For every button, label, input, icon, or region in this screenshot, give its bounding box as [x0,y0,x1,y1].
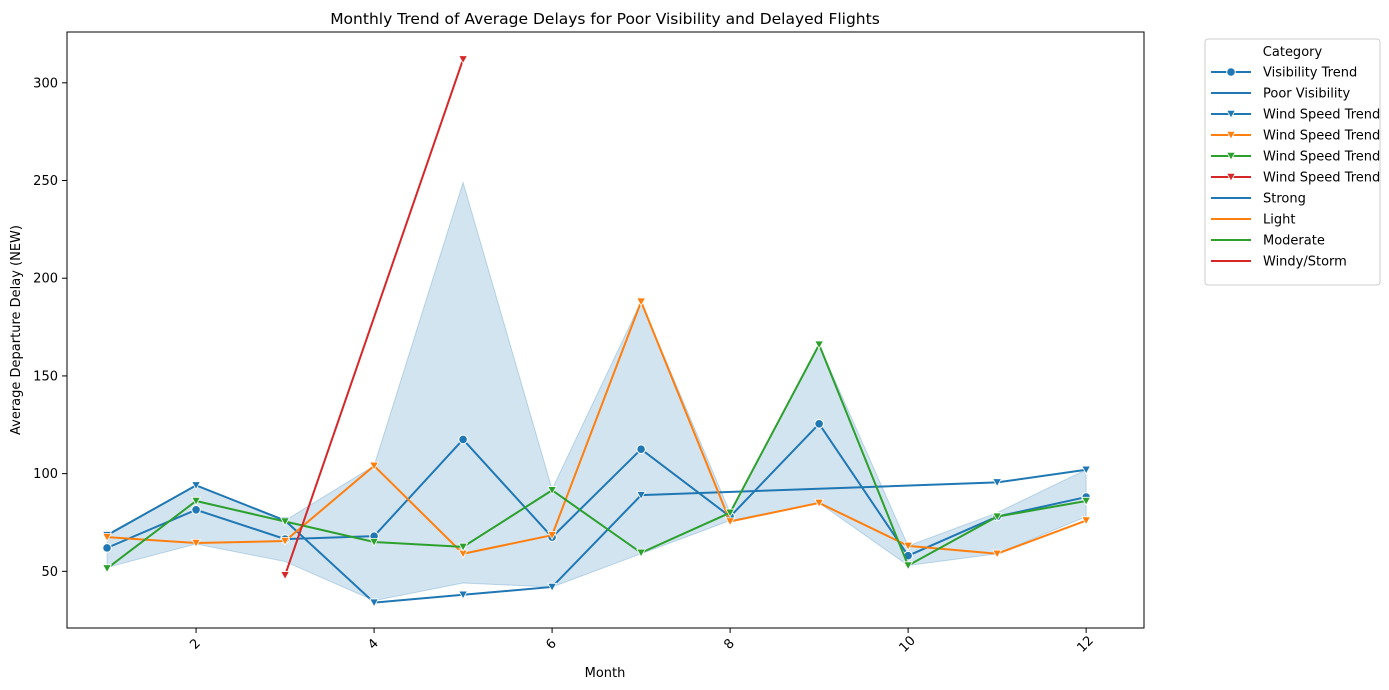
data-point [1081,496,1092,506]
series-2 [102,297,1092,559]
data-point [102,564,113,574]
y-tick-label: 150 [33,369,58,384]
legend-entry: Poor Visibility [1211,87,1351,102]
legend-label: Moderate [1263,234,1325,249]
data-point [1081,465,1092,475]
legend-label: Visibility Trend [1263,66,1357,81]
confidence-band [106,180,1087,602]
legend-marker [1226,130,1236,140]
series-line [106,298,1087,555]
y-tick-label: 300 [33,76,58,91]
legend-entry: Moderate [1211,234,1325,249]
data-point [992,549,1003,559]
data-point [369,537,380,547]
legend-title: Category [1263,45,1323,60]
data-point [280,571,291,581]
data-point [547,582,558,592]
x-tick-label: 6 [543,636,559,652]
legend-marker [1226,151,1236,161]
x-axis-label: Month [585,666,626,681]
data-point [547,531,558,541]
x-tick-label: 4 [365,636,381,652]
y-tick-label: 50 [41,565,58,580]
y-axis: 50 100 150 200 250 300 [33,76,67,580]
data-point [814,498,825,508]
x-tick-label: 10 [896,633,918,655]
data-point [191,538,202,548]
data-point [814,418,824,429]
x-tick-label: 12 [1075,633,1097,655]
y-tick-label: 200 [33,272,58,287]
data-point [458,542,469,552]
legend-entry: Visibility Trend [1211,66,1357,81]
data-point [458,55,469,65]
series-line [106,422,1087,557]
data-point [725,508,736,518]
legend-label: Light [1263,213,1295,228]
legend-marker [1226,67,1236,77]
series-line [106,342,1087,570]
series-3 [102,340,1092,574]
data-point [903,541,914,551]
data-point [992,512,1003,522]
series-4 [280,55,469,581]
y-axis-label: Average Departure Delay (NEW) [9,225,24,435]
plot-frame [66,31,1145,629]
legend-entry: Wind Speed Trend [1211,108,1380,123]
legend-entry: Wind Speed Trend [1211,150,1380,165]
x-tick-label: 2 [187,636,203,652]
legend-marker [1226,172,1236,182]
data-point [102,533,113,543]
legend-label: Windy/Storm [1263,255,1347,270]
data-point [725,517,736,527]
legend-entry: Windy/Storm [1211,255,1347,270]
data-point [636,491,647,501]
data-point [191,481,202,491]
data-point [369,461,380,471]
legend-entry: Light [1211,213,1295,228]
data-point [458,590,469,600]
plot-area [102,55,1092,608]
data-point [458,434,468,445]
data-point [814,340,825,350]
legend-label: Poor Visibility [1263,87,1351,102]
legend-label: Wind Speed Trend [1263,171,1380,186]
data-point [369,598,380,608]
legend-marker [1226,109,1236,119]
x-axis: 2 4 6 8 10 12 [187,628,1097,656]
legend-label: Wind Speed Trend [1263,129,1380,144]
legend-entry: Wind Speed Trend [1211,129,1380,144]
data-point [547,486,558,496]
data-point [102,543,112,553]
data-point [992,478,1003,488]
data-point [191,496,202,506]
legend-entry: Wind Speed Trend [1211,171,1380,186]
x-tick-label: 8 [721,636,737,652]
series-line [284,59,465,576]
data-point [903,561,914,571]
data-point [636,297,647,307]
legend-label: Wind Speed Trend [1263,150,1380,165]
data-point [636,548,647,558]
legend-label: Wind Speed Trend [1263,108,1380,123]
data-point [280,536,291,546]
data-point [280,517,291,527]
data-point [191,504,201,515]
data-point [1081,516,1092,526]
legend-label: Strong [1263,192,1306,207]
data-point [636,444,646,455]
legend-frame [1204,38,1381,286]
legend-entry: Strong [1211,192,1306,207]
y-tick-label: 250 [33,174,58,189]
y-tick-label: 100 [33,467,58,482]
chart-title: Monthly Trend of Average Delays for Poor… [330,10,880,28]
legend: Category Visibility Trend Poor Visibility W… [1204,38,1381,286]
